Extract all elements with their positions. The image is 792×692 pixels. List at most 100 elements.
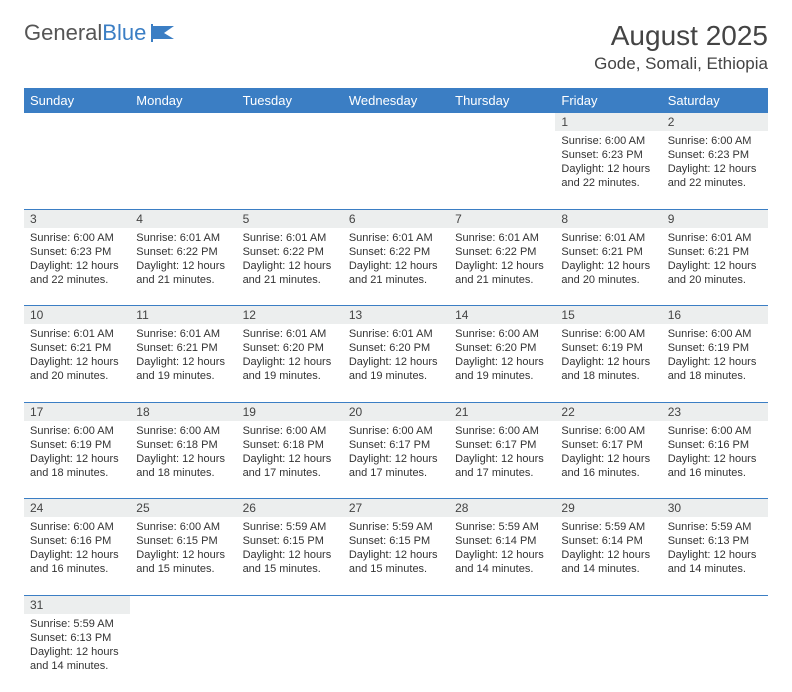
sunset-line: Sunset: 6:21 PM — [30, 341, 124, 355]
sunrise-line: Sunrise: 6:00 AM — [668, 424, 762, 438]
day-number-row: 31 — [24, 595, 768, 614]
day-detail-cell: Sunrise: 6:00 AMSunset: 6:17 PMDaylight:… — [343, 421, 449, 499]
month-title: August 2025 — [594, 20, 768, 52]
day-detail: Sunrise: 6:00 AMSunset: 6:16 PMDaylight:… — [24, 517, 130, 580]
day-number-cell — [130, 113, 236, 131]
day-detail-cell — [130, 131, 236, 209]
day-number-cell: 8 — [555, 209, 661, 228]
day-number-cell: 11 — [130, 306, 236, 325]
day-detail-cell: Sunrise: 6:00 AMSunset: 6:15 PMDaylight:… — [130, 517, 236, 595]
weekday-header-row: SundayMondayTuesdayWednesdayThursdayFrid… — [24, 88, 768, 113]
day-detail: Sunrise: 6:01 AMSunset: 6:20 PMDaylight:… — [343, 324, 449, 387]
day-detail-cell: Sunrise: 6:00 AMSunset: 6:19 PMDaylight:… — [555, 324, 661, 402]
day-number-cell: 25 — [130, 499, 236, 518]
day-number-cell — [343, 113, 449, 131]
day-detail: Sunrise: 5:59 AMSunset: 6:13 PMDaylight:… — [662, 517, 768, 580]
day-detail: Sunrise: 5:59 AMSunset: 6:15 PMDaylight:… — [237, 517, 343, 580]
day-detail-cell — [343, 614, 449, 692]
daylight-line: Daylight: 12 hours and 21 minutes. — [136, 259, 230, 287]
sunrise-line: Sunrise: 6:01 AM — [243, 231, 337, 245]
day-detail-cell: Sunrise: 6:00 AMSunset: 6:20 PMDaylight:… — [449, 324, 555, 402]
daylight-line: Daylight: 12 hours and 15 minutes. — [136, 548, 230, 576]
weekday-header: Friday — [555, 88, 661, 113]
day-detail-row: Sunrise: 6:00 AMSunset: 6:23 PMDaylight:… — [24, 131, 768, 209]
calendar-table: SundayMondayTuesdayWednesdayThursdayFrid… — [24, 88, 768, 692]
day-detail-cell: Sunrise: 6:01 AMSunset: 6:20 PMDaylight:… — [237, 324, 343, 402]
day-number-cell: 1 — [555, 113, 661, 131]
day-detail-cell: Sunrise: 6:00 AMSunset: 6:16 PMDaylight:… — [662, 421, 768, 499]
sunset-line: Sunset: 6:21 PM — [136, 341, 230, 355]
sunset-line: Sunset: 6:14 PM — [455, 534, 549, 548]
sunset-line: Sunset: 6:13 PM — [30, 631, 124, 645]
daylight-line: Daylight: 12 hours and 16 minutes. — [30, 548, 124, 576]
sunset-line: Sunset: 6:19 PM — [30, 438, 124, 452]
day-detail-cell: Sunrise: 5:59 AMSunset: 6:13 PMDaylight:… — [24, 614, 130, 692]
day-number-cell: 24 — [24, 499, 130, 518]
sunrise-line: Sunrise: 6:01 AM — [136, 327, 230, 341]
day-detail-cell: Sunrise: 6:00 AMSunset: 6:23 PMDaylight:… — [24, 228, 130, 306]
day-detail-cell: Sunrise: 6:00 AMSunset: 6:18 PMDaylight:… — [237, 421, 343, 499]
daylight-line: Daylight: 12 hours and 14 minutes. — [30, 645, 124, 673]
day-detail-cell: Sunrise: 6:01 AMSunset: 6:20 PMDaylight:… — [343, 324, 449, 402]
day-number-cell — [237, 113, 343, 131]
day-detail-cell: Sunrise: 6:00 AMSunset: 6:23 PMDaylight:… — [555, 131, 661, 209]
sunrise-line: Sunrise: 6:01 AM — [243, 327, 337, 341]
day-number-cell: 4 — [130, 209, 236, 228]
day-detail-cell: Sunrise: 6:00 AMSunset: 6:16 PMDaylight:… — [24, 517, 130, 595]
sunset-line: Sunset: 6:14 PM — [561, 534, 655, 548]
day-detail: Sunrise: 6:00 AMSunset: 6:18 PMDaylight:… — [130, 421, 236, 484]
sunset-line: Sunset: 6:15 PM — [136, 534, 230, 548]
sunset-line: Sunset: 6:16 PM — [30, 534, 124, 548]
sunrise-line: Sunrise: 5:59 AM — [668, 520, 762, 534]
day-detail: Sunrise: 6:01 AMSunset: 6:21 PMDaylight:… — [24, 324, 130, 387]
day-number-cell — [555, 595, 661, 614]
day-detail-cell: Sunrise: 5:59 AMSunset: 6:15 PMDaylight:… — [237, 517, 343, 595]
day-detail-cell: Sunrise: 6:01 AMSunset: 6:22 PMDaylight:… — [343, 228, 449, 306]
sunrise-line: Sunrise: 6:00 AM — [455, 327, 549, 341]
day-detail: Sunrise: 6:01 AMSunset: 6:22 PMDaylight:… — [130, 228, 236, 291]
sunset-line: Sunset: 6:18 PM — [136, 438, 230, 452]
daylight-line: Daylight: 12 hours and 18 minutes. — [136, 452, 230, 480]
day-detail-cell: Sunrise: 6:01 AMSunset: 6:22 PMDaylight:… — [130, 228, 236, 306]
title-block: August 2025 Gode, Somali, Ethiopia — [594, 20, 768, 74]
sunset-line: Sunset: 6:23 PM — [561, 148, 655, 162]
sunset-line: Sunset: 6:16 PM — [668, 438, 762, 452]
sunset-line: Sunset: 6:19 PM — [561, 341, 655, 355]
day-detail: Sunrise: 6:01 AMSunset: 6:22 PMDaylight:… — [449, 228, 555, 291]
sunset-line: Sunset: 6:17 PM — [455, 438, 549, 452]
daylight-line: Daylight: 12 hours and 17 minutes. — [455, 452, 549, 480]
sunset-line: Sunset: 6:13 PM — [668, 534, 762, 548]
day-detail-cell — [555, 614, 661, 692]
day-detail-cell: Sunrise: 5:59 AMSunset: 6:15 PMDaylight:… — [343, 517, 449, 595]
day-number-cell: 31 — [24, 595, 130, 614]
day-number-cell: 20 — [343, 402, 449, 421]
day-detail: Sunrise: 6:00 AMSunset: 6:19 PMDaylight:… — [555, 324, 661, 387]
sunrise-line: Sunrise: 6:01 AM — [455, 231, 549, 245]
daylight-line: Daylight: 12 hours and 20 minutes. — [561, 259, 655, 287]
day-detail: Sunrise: 5:59 AMSunset: 6:13 PMDaylight:… — [24, 614, 130, 677]
day-detail: Sunrise: 6:01 AMSunset: 6:21 PMDaylight:… — [662, 228, 768, 291]
weekday-header: Tuesday — [237, 88, 343, 113]
sunset-line: Sunset: 6:20 PM — [455, 341, 549, 355]
day-detail-cell — [343, 131, 449, 209]
day-detail-cell: Sunrise: 6:01 AMSunset: 6:22 PMDaylight:… — [237, 228, 343, 306]
day-detail-cell: Sunrise: 5:59 AMSunset: 6:14 PMDaylight:… — [449, 517, 555, 595]
daylight-line: Daylight: 12 hours and 20 minutes. — [668, 259, 762, 287]
day-number-cell: 27 — [343, 499, 449, 518]
sunrise-line: Sunrise: 6:00 AM — [30, 520, 124, 534]
day-number-cell: 13 — [343, 306, 449, 325]
header: GeneralBlue August 2025 Gode, Somali, Et… — [24, 20, 768, 74]
day-number-cell: 5 — [237, 209, 343, 228]
sunset-line: Sunset: 6:22 PM — [136, 245, 230, 259]
day-detail-cell: Sunrise: 6:01 AMSunset: 6:21 PMDaylight:… — [130, 324, 236, 402]
sunrise-line: Sunrise: 6:00 AM — [136, 424, 230, 438]
day-number-row: 10111213141516 — [24, 306, 768, 325]
day-detail: Sunrise: 6:00 AMSunset: 6:19 PMDaylight:… — [662, 324, 768, 387]
day-number-cell — [449, 595, 555, 614]
day-number-cell: 15 — [555, 306, 661, 325]
day-number-cell: 26 — [237, 499, 343, 518]
daylight-line: Daylight: 12 hours and 15 minutes. — [349, 548, 443, 576]
day-detail: Sunrise: 6:00 AMSunset: 6:23 PMDaylight:… — [555, 131, 661, 194]
day-number-cell: 12 — [237, 306, 343, 325]
day-detail: Sunrise: 6:00 AMSunset: 6:23 PMDaylight:… — [24, 228, 130, 291]
